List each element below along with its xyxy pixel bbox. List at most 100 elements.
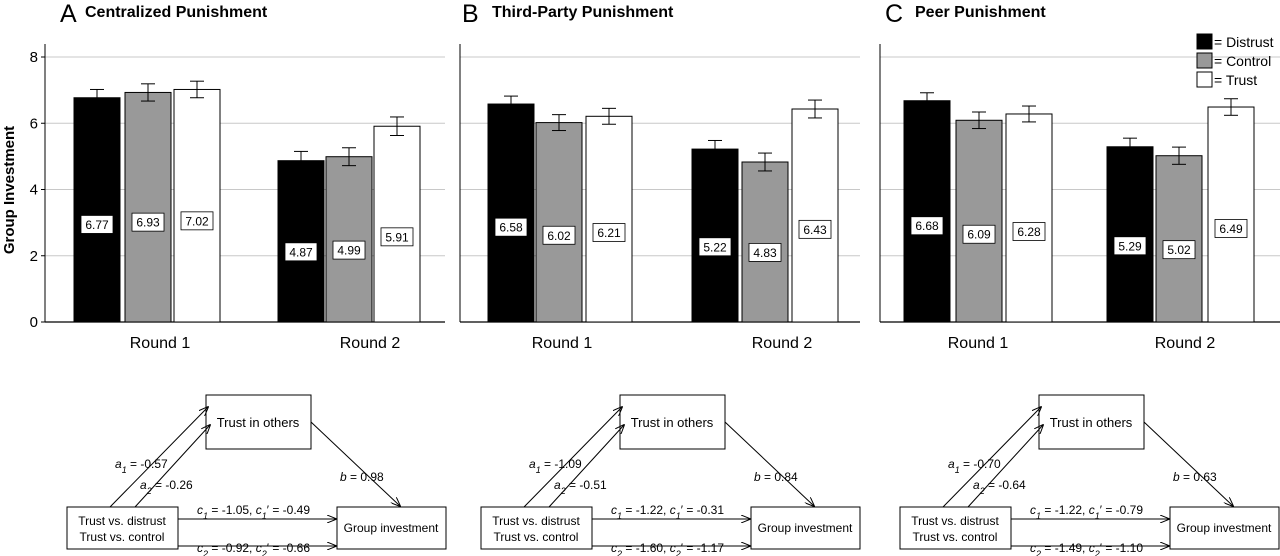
data-label: 6.43: [803, 223, 827, 237]
bar: [585, 115, 633, 323]
bar: [325, 156, 373, 323]
data-label-box: [380, 227, 414, 247]
data-label: 4.83: [753, 246, 777, 260]
error-bar: [708, 139, 722, 159]
bar: [903, 100, 951, 323]
data-label-box: [131, 212, 165, 232]
chart-panel-b: B Third-Party Punishment 6.58 6.02 6.21 Round…: [459, 0, 860, 352]
data-label: 5.91: [385, 230, 409, 244]
legend-swatch: [1196, 71, 1213, 88]
data-label-box: [1162, 240, 1196, 260]
y-tick-label: 8: [30, 49, 38, 66]
error-bar: [190, 80, 204, 99]
panel-title: Peer Punishment: [915, 4, 1046, 21]
data-label-box: [698, 237, 732, 257]
bar: [487, 103, 535, 323]
y-tick-label: 0: [30, 314, 38, 331]
x-tick-label: Round 1: [130, 335, 191, 352]
y-tick-label: 2: [30, 248, 38, 265]
data-label: 5.02: [1167, 243, 1191, 257]
bar: [1155, 155, 1203, 323]
bar: [791, 108, 839, 323]
mediator-label: Trust in others: [1050, 415, 1133, 430]
data-label-box: [180, 211, 214, 231]
predictor-label-1: Trust vs. distrust: [911, 514, 999, 528]
coef-b: b = 0.84: [754, 470, 798, 484]
mediator-label: Trust in others: [631, 415, 714, 430]
coef-c1: c1 = -1.05, c1′ = -0.49: [197, 503, 310, 521]
mediation-diagram: Trust in others Trust vs. distrust Trust v…: [480, 394, 861, 556]
bar: [73, 97, 121, 323]
coef-b: b = 0.63: [1173, 470, 1217, 484]
predictor-label-2: Trust vs. control: [494, 530, 579, 544]
bar: [373, 125, 421, 323]
path-arrow-a2: [548, 425, 624, 508]
outcome-box: [336, 506, 447, 550]
data-label: 6.49: [1219, 222, 1243, 236]
panel-title: Centralized Punishment: [85, 4, 268, 21]
data-label: 6.93: [136, 216, 160, 230]
mediator-box: [205, 394, 312, 450]
bar-charts: A Centralized Punishment 0 2 4 6 8 6.77 6.93 7.02…: [30, 0, 1280, 352]
error-bar: [1224, 98, 1238, 116]
bar: [691, 148, 739, 323]
outcome-label: Group investment: [344, 521, 439, 535]
coef-a2: a2 = -0.64: [973, 478, 1026, 496]
y-tick-label: 6: [30, 115, 38, 132]
legend: = Distrust = Control = Trust: [1196, 33, 1274, 88]
path-arrow-a2: [967, 425, 1043, 508]
coef-b: b = 0.98: [340, 470, 384, 484]
data-label: 4.99: [337, 244, 361, 258]
data-label: 6.68: [915, 219, 939, 233]
y-axis-label: Group Investment: [1, 126, 18, 254]
x-tick-label: Round 2: [1155, 335, 1216, 352]
data-label-box: [332, 240, 366, 260]
data-label: 5.22: [703, 240, 727, 254]
predictor-box: [66, 506, 179, 550]
bar: [124, 91, 172, 323]
data-label: 6.28: [1017, 225, 1041, 239]
data-label-box: [1214, 219, 1248, 238]
panel-letter: B: [462, 0, 479, 28]
error-bar: [504, 95, 518, 113]
data-label-box: [592, 223, 626, 242]
error-bar: [758, 152, 772, 172]
error-bar: [342, 147, 356, 167]
coef-a2: a2 = -0.26: [140, 478, 193, 496]
x-tick-label: Round 2: [752, 335, 813, 352]
coef-a2: a2 = -0.51: [554, 478, 607, 496]
mediator-box: [1038, 394, 1145, 450]
legend-swatch: [1196, 33, 1213, 50]
y-tick-label: 4: [30, 182, 38, 199]
path-arrow-b: [724, 421, 814, 506]
path-arrow-b: [310, 421, 400, 506]
coef-c1: c1 = -1.22, c1′ = -0.31: [611, 503, 724, 521]
predictor-label-1: Trust vs. distrust: [492, 514, 580, 528]
data-label-box: [284, 242, 318, 262]
predictor-label-2: Trust vs. control: [80, 530, 165, 544]
x-tick-label: Round 2: [340, 335, 401, 352]
bar: [535, 122, 583, 323]
error-bar: [972, 111, 986, 130]
bar: [741, 161, 789, 323]
mediation-diagram: Trust in others Trust vs. distrust Trust v…: [66, 394, 447, 556]
coef-c2: c2 = -0.92, c2′ = -0.66: [197, 541, 310, 556]
error-bar: [602, 107, 616, 125]
data-label-box: [494, 217, 528, 237]
path-arrow-a1: [942, 407, 1041, 508]
mediation-diagram: Trust in others Trust vs. distrust Trust v…: [899, 394, 1280, 556]
coef-a1: a1 = -1.09: [529, 457, 582, 475]
error-bar: [1022, 105, 1036, 123]
data-label: 6.77: [85, 218, 109, 232]
error-bar: [390, 116, 404, 137]
x-tick-label: Round 1: [948, 335, 1009, 352]
path-arrow-a1: [109, 407, 208, 508]
predictor-box: [899, 506, 1012, 550]
data-label: 6.58: [499, 221, 523, 235]
data-label-box: [910, 216, 944, 236]
error-bar: [294, 150, 308, 171]
outcome-label: Group investment: [758, 521, 853, 535]
mediation-diagrams: Trust in others Trust vs. distrust Trust v…: [66, 394, 1280, 556]
bar: [173, 88, 221, 323]
data-label-box: [748, 243, 782, 262]
